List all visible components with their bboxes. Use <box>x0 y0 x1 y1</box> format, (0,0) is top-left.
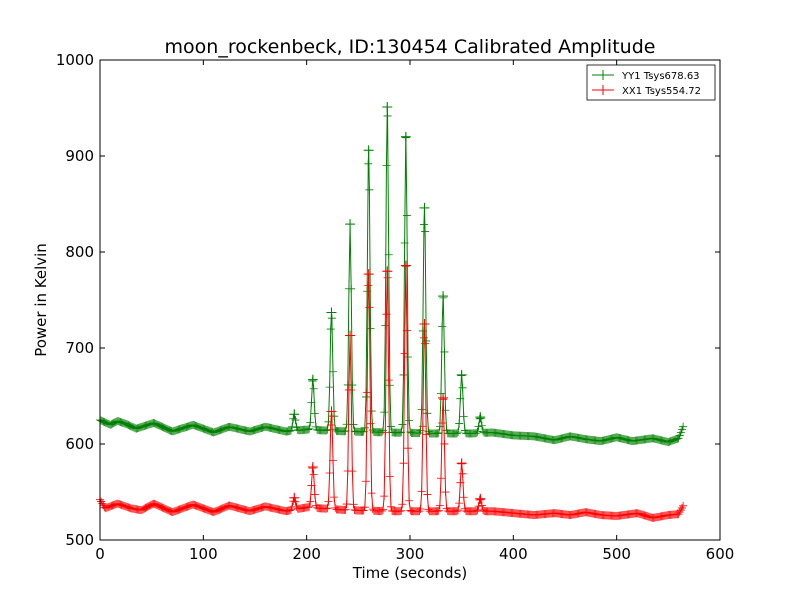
legend-box <box>586 64 716 101</box>
peak-point <box>400 260 411 271</box>
x-tick-label: 100 <box>189 545 218 563</box>
peak-point <box>307 462 318 473</box>
y-tick-label: 600 <box>65 435 94 453</box>
x-tick-label: 600 <box>706 545 735 563</box>
peak-point <box>438 291 449 302</box>
peak-point <box>289 492 300 503</box>
peak-point <box>475 493 486 504</box>
peak-point <box>326 406 337 417</box>
legend-label-xx1: XX1 Tsys554.72 <box>622 86 701 97</box>
x-axis-label: Time (seconds) <box>352 564 468 582</box>
x-tick-label: 200 <box>292 545 321 563</box>
legend-marker-yy1 <box>598 70 608 80</box>
peak-point <box>382 266 393 277</box>
peak-point <box>456 369 467 380</box>
peak-point <box>382 102 393 113</box>
x-tick-label: 500 <box>602 545 631 563</box>
y-tick-label: 800 <box>65 243 94 261</box>
x-tick-label: 400 <box>499 545 528 563</box>
peak-point <box>289 409 300 420</box>
axis-ticks: 0 100 200 300 400 500 600 500 600 700 800 900 1000 <box>56 51 735 563</box>
peak-point <box>307 374 318 385</box>
peak-point <box>419 202 430 213</box>
legend: YY1 Tsys678.63 XX1 Tsys554.72 <box>586 64 716 101</box>
x-tick-label: 0 <box>95 545 105 563</box>
x-tick-label: 300 <box>396 545 425 563</box>
chart-title: moon_rockenbeck, ID:130454 Calibrated Am… <box>165 36 656 58</box>
peak-point <box>400 131 411 142</box>
peak-point <box>363 269 374 280</box>
peak-point <box>438 392 449 403</box>
peak-point <box>419 319 430 329</box>
y-tick-label: 500 <box>65 531 94 549</box>
peak-point <box>345 219 356 230</box>
y-axis-label: Power in Kelvin <box>32 243 50 357</box>
peak-point <box>326 307 337 318</box>
peak-point <box>363 145 374 156</box>
y-tick-label: 700 <box>65 339 94 357</box>
peak-point <box>456 458 467 469</box>
y-tick-label: 900 <box>65 147 94 165</box>
legend-marker-xx1 <box>598 85 608 95</box>
peak-point <box>475 412 486 423</box>
legend-label-yy1: YY1 Tsys678.63 <box>621 71 700 82</box>
peak-point <box>345 330 356 341</box>
y-tick-label: 1000 <box>56 51 94 69</box>
